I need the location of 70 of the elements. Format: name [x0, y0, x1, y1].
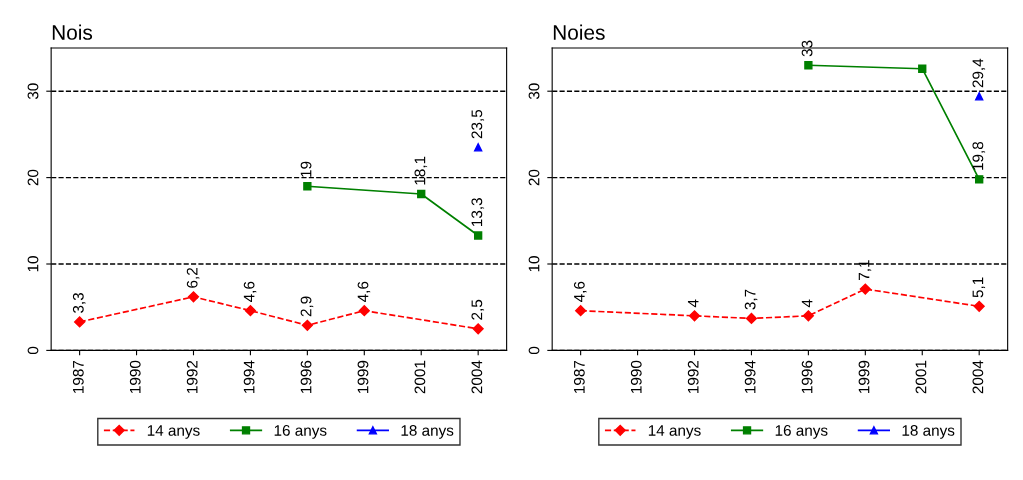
y-tick-label: 30: [528, 83, 540, 100]
x-tick-label: 1999: [858, 360, 870, 393]
point: [973, 300, 985, 312]
point: [473, 143, 483, 152]
point: [472, 323, 484, 335]
data-label: 33: [801, 40, 813, 57]
x-tick-label: 1990: [129, 360, 141, 393]
x-tick-label: 2001: [414, 360, 426, 394]
legend-label: 18 anys: [902, 425, 955, 439]
data-label: 13,3: [471, 198, 485, 226]
y-tick-label: 20: [27, 169, 39, 186]
point: [244, 305, 257, 317]
point: [804, 61, 813, 70]
point: [802, 310, 814, 322]
x-tick-label: 2004: [972, 360, 984, 394]
data-label: 7,1: [858, 260, 872, 280]
data-label: 4: [801, 299, 813, 308]
legend-label: 18 anys: [401, 425, 454, 439]
x-tick-label: 1990: [630, 360, 642, 393]
data-label: 3,3: [72, 292, 86, 313]
y-tick-label: 30: [27, 83, 39, 100]
x-tick-label: 1987: [573, 360, 585, 393]
legend-label: 14 anys: [648, 425, 701, 439]
y-tick-label: 0: [27, 346, 39, 355]
data-label: 6,2: [186, 268, 200, 288]
chart-title: Noies: [553, 24, 605, 40]
data-label: 4,6: [243, 281, 257, 302]
data-label: 5,1: [972, 277, 986, 298]
point: [575, 305, 587, 317]
data-label: 3,7: [744, 289, 758, 310]
x-tick-label: 1999: [357, 360, 369, 393]
data-label: 23,5: [471, 109, 485, 139]
y-tick-label: 0: [528, 346, 540, 355]
data-label: 19,8: [972, 141, 986, 170]
x-tick-label: 1996: [300, 360, 312, 393]
data-label: 2,9: [300, 296, 314, 317]
y-tick-label: 10: [528, 256, 540, 272]
x-tick-label: 1987: [72, 360, 84, 393]
point: [74, 316, 86, 328]
x-tick-label: 1996: [801, 360, 813, 393]
data-label: 29,4: [972, 58, 986, 88]
x-tick-label: 1992: [687, 360, 699, 393]
point: [745, 312, 758, 325]
y-tick-label: 20: [528, 169, 540, 186]
legend-label: 16 anys: [274, 425, 327, 439]
point: [301, 319, 313, 331]
point: [975, 175, 984, 184]
data-label: 4,6: [573, 281, 587, 302]
x-tick-label: 1994: [744, 360, 756, 393]
point: [688, 310, 701, 322]
point: [303, 182, 312, 191]
data-label: 2,5: [471, 299, 485, 320]
x-tick-label: 1992: [186, 360, 198, 393]
point: [918, 64, 927, 73]
legend-label: 16 anys: [775, 425, 828, 439]
point: [358, 305, 370, 317]
data-label: 18,1: [414, 156, 428, 185]
point: [417, 189, 426, 199]
x-tick-label: 1994: [243, 360, 255, 393]
x-tick-label: 2004: [471, 360, 483, 394]
data-label: 4,6: [357, 281, 371, 302]
point: [859, 283, 871, 295]
data-label: 19: [300, 161, 312, 177]
x-tick-label: 2001: [915, 360, 927, 394]
data-label: 4: [687, 299, 699, 308]
legend-label: 14 anys: [147, 425, 200, 439]
point: [473, 231, 483, 240]
y-tick-label: 10: [27, 256, 39, 272]
chart-title: Nois: [52, 24, 93, 40]
point: [187, 291, 200, 303]
